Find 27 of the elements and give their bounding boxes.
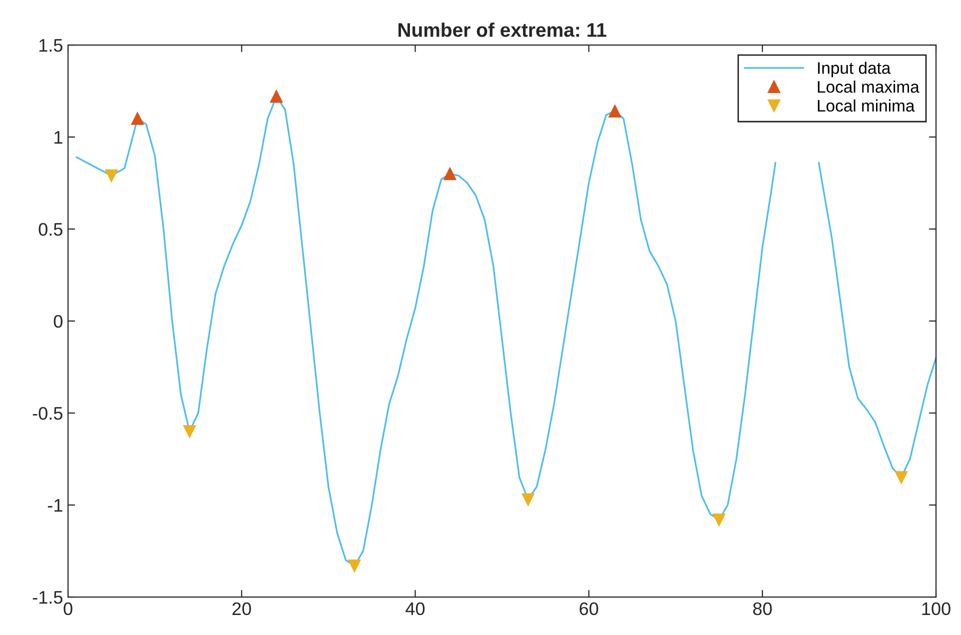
legend-label: Local minima bbox=[818, 99, 915, 112]
legend-label: Local maxima bbox=[818, 80, 920, 93]
x-tick-label: 100 bbox=[922, 602, 950, 616]
point bbox=[608, 105, 622, 118]
point bbox=[712, 513, 726, 526]
point bbox=[522, 493, 534, 506]
y-tick-label: 1 bbox=[54, 131, 62, 144]
x-tick-label: 60 bbox=[580, 602, 598, 616]
point bbox=[131, 112, 144, 125]
point bbox=[270, 90, 283, 103]
x-tick-label: 20 bbox=[232, 602, 251, 616]
y-tick-label: -1.5 bbox=[32, 591, 62, 604]
y-tick-label: -1 bbox=[48, 499, 62, 512]
y-tick-label: 0.5 bbox=[38, 222, 62, 236]
legend-label: Input data bbox=[818, 62, 891, 78]
y-tick-label: 1.5 bbox=[39, 39, 62, 52]
y-tick-label: -0.5 bbox=[32, 406, 62, 420]
x-tick-label: 0 bbox=[64, 602, 72, 616]
y-tick-label: 0 bbox=[54, 314, 62, 328]
point bbox=[183, 425, 196, 438]
x-tick-label: 40 bbox=[406, 602, 425, 616]
x-tick-label: 80 bbox=[753, 602, 772, 616]
chart-title: Number of extrema: 11 bbox=[398, 22, 606, 37]
point bbox=[348, 559, 361, 572]
point bbox=[444, 168, 456, 180]
point bbox=[895, 471, 908, 484]
point bbox=[105, 169, 118, 182]
